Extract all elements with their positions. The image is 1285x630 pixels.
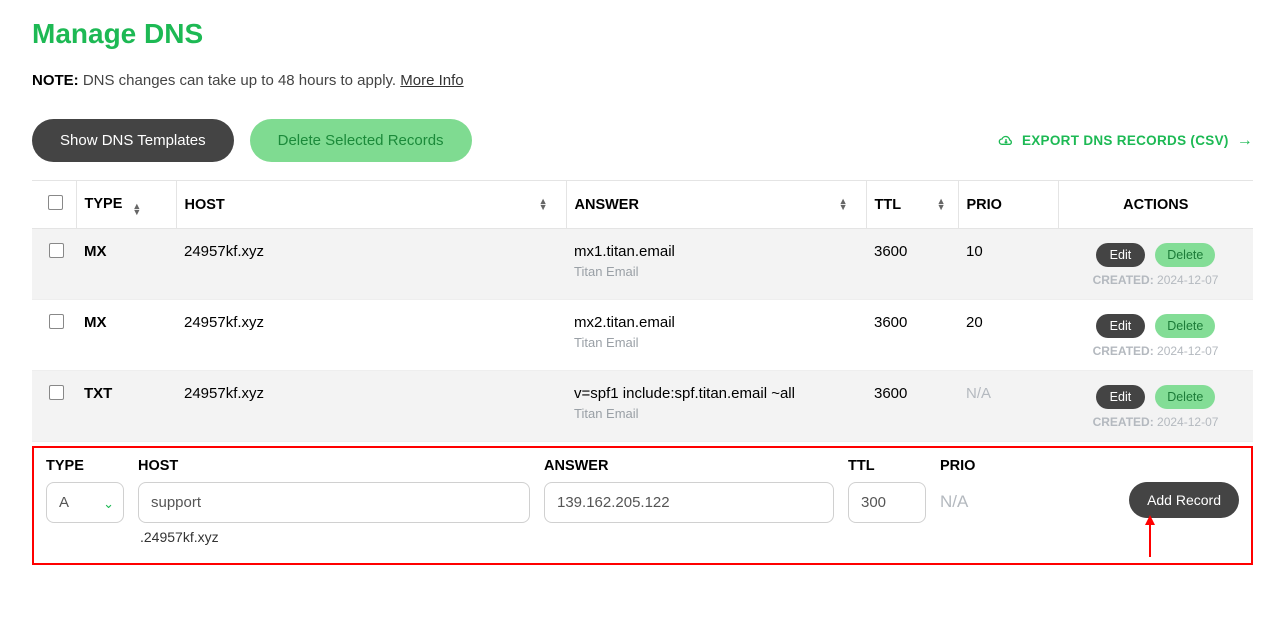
row-actions: Edit Delete CREATED: 2024-12-07 (1066, 385, 1245, 429)
row-checkbox[interactable] (49, 243, 64, 258)
sort-icon: ▲▼ (132, 203, 141, 215)
column-type[interactable]: TYPE ▲▼ (76, 181, 176, 229)
add-answer-col: ANSWER (544, 458, 834, 523)
row-host: 24957kf.xyz (184, 385, 264, 402)
note-label: NOTE: (32, 72, 79, 89)
label-type: TYPE (46, 458, 124, 474)
row-checkbox[interactable] (49, 385, 64, 400)
label-prio: PRIO (940, 458, 1050, 474)
select-all-checkbox[interactable] (48, 195, 63, 210)
row-ttl: 3600 (874, 243, 907, 260)
note-text: DNS changes can take up to 48 hours to a… (79, 72, 401, 89)
toolbar: Show DNS Templates Delete Selected Recor… (32, 119, 1253, 162)
row-checkbox[interactable] (49, 314, 64, 329)
row-type: TXT (84, 385, 112, 402)
column-actions: ACTIONS (1058, 181, 1253, 229)
cloud-download-icon (998, 135, 1014, 147)
sort-icon: ▲▼ (539, 198, 548, 210)
row-host: 24957kf.xyz (184, 243, 264, 260)
add-button-col: Add Record (1129, 458, 1239, 518)
created-line: CREATED: 2024-12-07 (1093, 273, 1219, 287)
column-host[interactable]: HOST ▲▼ (176, 181, 566, 229)
delete-button[interactable]: Delete (1155, 314, 1215, 338)
prio-na: N/A (940, 482, 1050, 512)
row-answer: mx2.titan.email (574, 314, 858, 331)
row-ttl: 3600 (874, 385, 907, 402)
type-input[interactable] (46, 482, 124, 523)
edit-button[interactable]: Edit (1096, 314, 1146, 338)
edit-button[interactable]: Edit (1096, 385, 1146, 409)
delete-button[interactable]: Delete (1155, 243, 1215, 267)
created-line: CREATED: 2024-12-07 (1093, 415, 1219, 429)
row-answer: mx1.titan.email (574, 243, 858, 260)
row-actions: Edit Delete CREATED: 2024-12-07 (1066, 314, 1245, 358)
delete-selected-records-button[interactable]: Delete Selected Records (250, 119, 472, 162)
label-answer: ANSWER (544, 458, 834, 474)
note-line: NOTE: DNS changes can take up to 48 hour… (32, 72, 1253, 89)
delete-button[interactable]: Delete (1155, 385, 1215, 409)
row-answer: v=spf1 include:spf.titan.email ~all (574, 385, 858, 402)
answer-input[interactable] (544, 482, 834, 523)
show-dns-templates-button[interactable]: Show DNS Templates (32, 119, 234, 162)
table-row: TXT 24957kf.xyz v=spf1 include:spf.titan.e… (32, 371, 1253, 442)
add-ttl-col: TTL (848, 458, 926, 523)
row-prio: 10 (966, 243, 983, 260)
more-info-link[interactable]: More Info (400, 72, 463, 89)
add-prio-col: PRIO N/A (940, 458, 1050, 512)
column-prio: PRIO (958, 181, 1058, 229)
edit-button[interactable]: Edit (1096, 243, 1146, 267)
type-select[interactable]: ⌄ (46, 482, 124, 523)
column-answer[interactable]: ANSWER ▲▼ (566, 181, 866, 229)
row-answer-sub: Titan Email (574, 264, 858, 279)
label-host: HOST (138, 458, 530, 474)
table-row: MX 24957kf.xyz mx2.titan.email Titan Email 3… (32, 300, 1253, 371)
row-prio: N/A (966, 385, 991, 402)
host-input[interactable] (138, 482, 530, 523)
add-host-col: HOST .24957kf.xyz (138, 458, 530, 545)
row-actions: Edit Delete CREATED: 2024-12-07 (1066, 243, 1245, 287)
row-answer-sub: Titan Email (574, 406, 858, 421)
add-record-form: TYPE ⌄ HOST .24957kf.xyz ANSWER TTL PRIO… (32, 446, 1253, 565)
column-ttl[interactable]: TTL ▲▼ (866, 181, 958, 229)
export-label: EXPORT DNS RECORDS (CSV) (1022, 133, 1229, 148)
ttl-input[interactable] (848, 482, 926, 523)
row-prio: 20 (966, 314, 983, 331)
dns-records-table: TYPE ▲▼ HOST ▲▼ ANSWER ▲▼ TTL ▲▼ PRIO (32, 180, 1253, 442)
host-suffix: .24957kf.xyz (138, 529, 530, 545)
row-type: MX (84, 243, 107, 260)
dns-manage-container: Manage DNS NOTE: DNS changes can take up… (0, 0, 1285, 595)
add-type-col: TYPE ⌄ (46, 458, 124, 523)
row-answer-sub: Titan Email (574, 335, 858, 350)
row-ttl: 3600 (874, 314, 907, 331)
export-dns-records-link[interactable]: EXPORT DNS RECORDS (CSV) → (998, 132, 1253, 150)
label-ttl: TTL (848, 458, 926, 474)
row-host: 24957kf.xyz (184, 314, 264, 331)
arrow-right-icon: → (1237, 132, 1253, 150)
table-header: TYPE ▲▼ HOST ▲▼ ANSWER ▲▼ TTL ▲▼ PRIO (32, 181, 1253, 229)
table-row: MX 24957kf.xyz mx1.titan.email Titan Email 3… (32, 229, 1253, 300)
annotation-arrow-icon (1149, 523, 1151, 557)
sort-icon: ▲▼ (839, 198, 848, 210)
created-line: CREATED: 2024-12-07 (1093, 344, 1219, 358)
sort-icon: ▲▼ (937, 198, 946, 210)
page-title: Manage DNS (32, 18, 1253, 50)
row-type: MX (84, 314, 107, 331)
add-record-button[interactable]: Add Record (1129, 482, 1239, 518)
